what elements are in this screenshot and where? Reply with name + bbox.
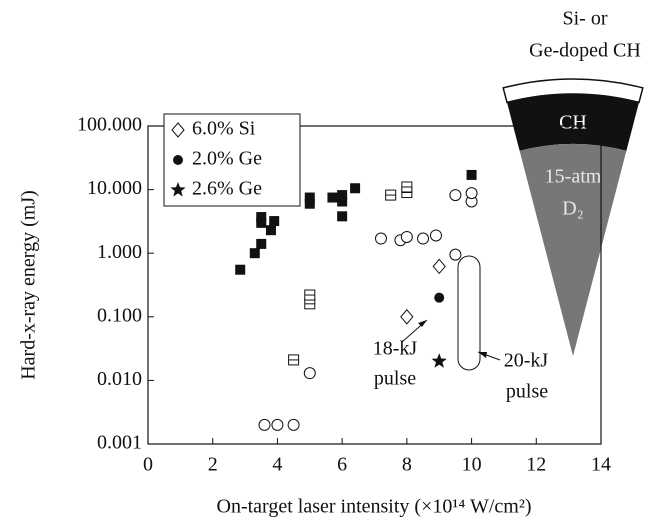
point <box>327 192 338 203</box>
point <box>337 211 348 222</box>
point <box>337 196 348 207</box>
point <box>170 182 186 197</box>
point <box>431 353 447 368</box>
point <box>429 229 442 242</box>
annotation: 18-kJ <box>373 338 418 360</box>
point <box>256 212 267 223</box>
fuel <box>519 143 627 356</box>
fill-label: 15-atm <box>545 166 602 188</box>
arrow-head <box>478 352 487 358</box>
legend-label: 6.0% Si <box>192 118 256 140</box>
point <box>256 217 267 228</box>
point <box>265 225 276 236</box>
point <box>304 198 315 209</box>
diagram-title: Si- or <box>563 8 608 30</box>
point <box>256 238 267 249</box>
legend-label: 2.6% Ge <box>192 178 262 200</box>
plot-frame <box>147 125 602 445</box>
x-tick-label: 0 <box>143 454 153 476</box>
point <box>258 418 271 431</box>
point <box>350 183 361 194</box>
annotation: pulse <box>374 368 416 390</box>
point <box>434 292 445 303</box>
arrow-head <box>418 320 427 327</box>
point <box>303 367 316 380</box>
point <box>400 230 413 243</box>
x-tick-label: 2 <box>208 454 218 476</box>
point <box>304 192 315 203</box>
x-tick-label: 6 <box>337 454 347 476</box>
point <box>465 187 478 200</box>
point <box>235 264 246 275</box>
point <box>417 232 430 245</box>
point <box>385 189 397 201</box>
point <box>173 155 183 165</box>
diagram-title: Ge-doped CH <box>529 40 641 62</box>
legend <box>163 113 301 207</box>
point <box>337 190 348 201</box>
y-tick-label: 0.010 <box>97 368 142 390</box>
point <box>432 258 446 275</box>
shell-label: CH <box>559 112 587 134</box>
point <box>271 418 284 431</box>
x-tick-label: 12 <box>526 454 546 476</box>
point <box>304 289 316 301</box>
legend-label: 2.0% Ge <box>192 148 262 170</box>
y-tick-label: 10.000 <box>87 177 142 199</box>
point <box>287 418 300 431</box>
point <box>400 309 414 325</box>
annotation: pulse <box>506 381 548 403</box>
fill-label: D₂ <box>562 198 583 220</box>
y-tick-label: 100.000 <box>77 114 142 136</box>
point <box>449 189 462 202</box>
x-tick-label: 14 <box>591 454 611 476</box>
x-tick-label: 8 <box>402 454 412 476</box>
point <box>171 122 185 138</box>
point <box>249 248 260 259</box>
ch-shell <box>507 93 639 151</box>
y-tick-label: 0.100 <box>97 304 142 326</box>
x-axis-label: On-target laser intensity (×10¹⁴ W/cm²) <box>217 496 532 518</box>
x-tick-label: 10 <box>462 454 482 476</box>
point <box>466 169 477 180</box>
point <box>401 181 413 193</box>
y-tick-label: 0.001 <box>97 432 142 454</box>
point <box>269 216 280 227</box>
y-axis-label: Hard-x-ray energy (mJ) <box>18 190 40 380</box>
point <box>288 354 300 366</box>
group-outline <box>457 255 481 371</box>
y-tick-label: 1.000 <box>97 241 142 263</box>
x-tick-label: 4 <box>272 454 282 476</box>
point <box>449 248 462 261</box>
point <box>374 232 387 245</box>
annotation: 20-kJ <box>504 350 549 372</box>
